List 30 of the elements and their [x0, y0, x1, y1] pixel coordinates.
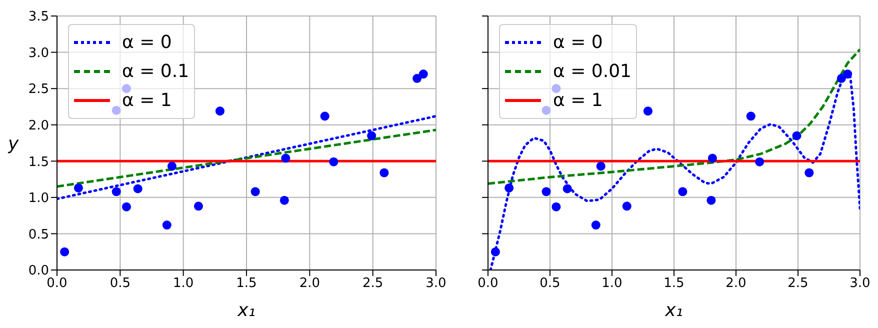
legend-label: α = 0: [122, 32, 172, 53]
legend-label: α = 0.1: [122, 61, 190, 82]
y-tick-label: 1.0: [28, 191, 49, 206]
x-tick-label: 1.0: [602, 276, 622, 292]
x-tick-label: 2.5: [788, 276, 808, 292]
x-tick-label: 2.5: [362, 276, 384, 292]
y-tick-label: 3.0: [28, 46, 49, 61]
x-tick-label: 0.5: [110, 276, 131, 292]
x-tick-label: 1.0: [172, 276, 194, 292]
x-tick-label: 2.0: [299, 276, 320, 292]
x-tick-label: 2.0: [726, 276, 746, 292]
y-tick-label: 1.5: [28, 154, 49, 170]
legend-label: α = 0.01: [553, 61, 632, 82]
x-tick-label: 3.0: [426, 276, 446, 292]
x-tick-label: 0.5: [540, 276, 560, 292]
x-tick-label: 1.5: [236, 276, 257, 292]
x-tick-label: 3.0: [850, 276, 870, 292]
x-tick-label: 1.5: [664, 276, 684, 292]
legend-label: α = 1: [553, 90, 603, 111]
x-tick-label: 0.0: [46, 276, 68, 292]
legend-label: α = 1: [122, 90, 172, 111]
y-tick-label: 3.5: [28, 10, 49, 25]
x-axis-title: x₁: [664, 300, 683, 321]
y-tick-label: 2.0: [28, 118, 49, 134]
legend-label: α = 0: [553, 32, 603, 53]
x-axis-title: x₁: [236, 300, 256, 321]
x-tick-label: 0.0: [478, 276, 498, 292]
y-tick-label: 0.0: [28, 264, 49, 279]
y-tick-label: 2.5: [28, 82, 49, 98]
y-tick-label: 0.5: [28, 227, 49, 242]
